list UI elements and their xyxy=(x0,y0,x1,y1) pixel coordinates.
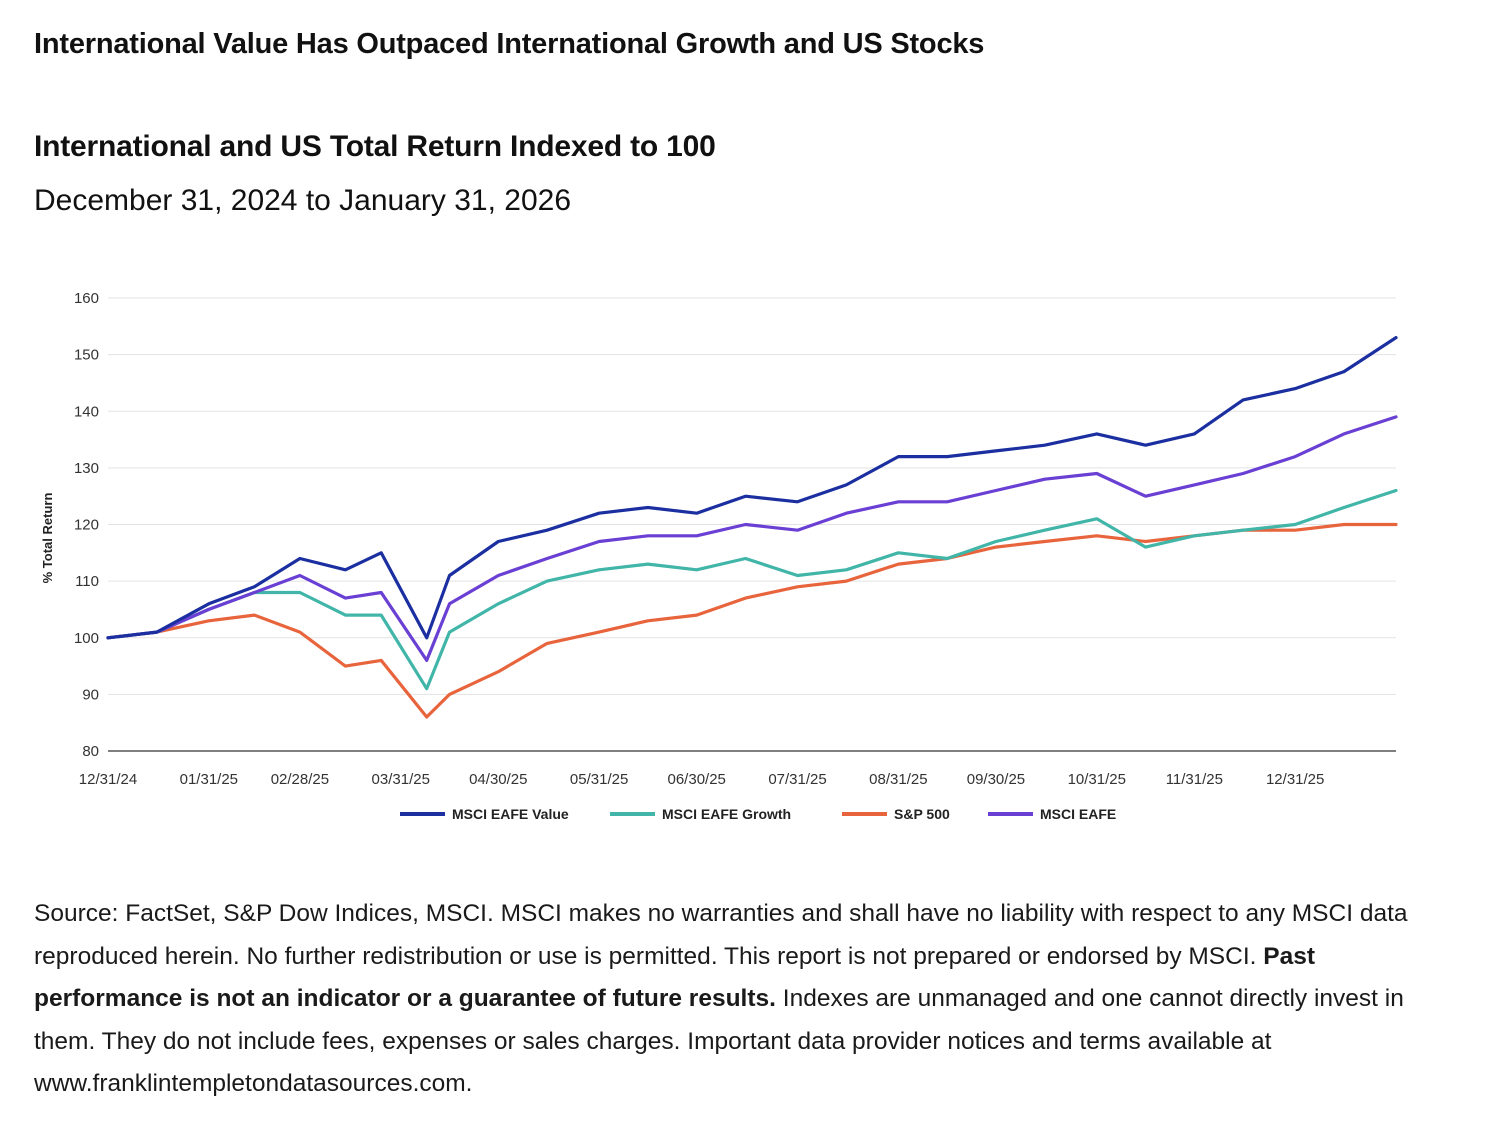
legend-label: S&P 500 xyxy=(894,806,950,822)
x-tick-label: 12/31/25 xyxy=(1266,771,1324,788)
y-tick-labels: 80 90 100 110 120 130 140 150 160 xyxy=(74,290,99,760)
x-tick-label: 06/30/25 xyxy=(668,771,726,788)
x-tick-label: 05/31/25 xyxy=(570,771,628,788)
series-line-msci-eafe-value xyxy=(106,335,1398,640)
footnote-text-end: Indexes are unmanaged and one cannot dir… xyxy=(34,985,1404,1097)
series-line-msci-eafe xyxy=(106,415,1398,662)
headline: International Value Has Outpaced Interna… xyxy=(34,28,985,60)
y-tick-label: 100 xyxy=(74,630,99,647)
line-chart: 80 90 100 110 120 130 140 150 160 12/31/24 01/31/… xyxy=(40,290,1398,822)
x-tick-label: 12/31/24 xyxy=(79,771,137,788)
x-tick-label: 08/31/25 xyxy=(869,771,927,788)
y-axis-label: % Total Return xyxy=(40,493,55,584)
series-line-msci-eafe-growth xyxy=(106,488,1398,691)
y-tick-label: 140 xyxy=(74,403,99,420)
chart-title: International and US Total Return Indexe… xyxy=(34,130,716,163)
series-lines xyxy=(106,335,1398,719)
source-footnote: Source: FactSet, S&P Dow Indices, MSCI. … xyxy=(34,893,1444,1106)
legend-label: MSCI EAFE Growth xyxy=(662,806,791,822)
y-tick-label: 120 xyxy=(74,517,99,534)
footnote-text: Source: FactSet, S&P Dow Indices, MSCI. … xyxy=(34,900,1408,970)
x-tick-label: 11/31/25 xyxy=(1166,771,1223,788)
footnote-disclaimer: Past performance is not an indicator or … xyxy=(34,942,1316,1013)
legend-label: MSCI EAFE Value xyxy=(452,806,569,822)
x-tick-label: 07/31/25 xyxy=(768,771,826,788)
y-tick-label: 90 xyxy=(82,686,99,703)
y-tick-label: 130 xyxy=(74,460,99,477)
legend: MSCI EAFE Value MSCI EAFE Growth S&P 500 MS… xyxy=(400,806,1116,822)
y-tick-label: 110 xyxy=(75,573,99,590)
chart-subtitle: December 31, 2024 to January 31, 2026 xyxy=(34,184,572,217)
x-tick-label: 09/30/25 xyxy=(967,771,1025,788)
x-tick-label: 03/31/25 xyxy=(372,771,430,788)
y-tick-label: 160 xyxy=(74,290,99,307)
legend-label: MSCI EAFE xyxy=(1040,806,1116,822)
x-tick-labels: 12/31/24 01/31/25 02/28/25 03/31/25 04/30/25… xyxy=(79,771,1325,788)
x-tick-label: 10/31/25 xyxy=(1068,771,1126,788)
x-tick-label: 02/28/25 xyxy=(271,771,329,788)
x-tick-label: 01/31/25 xyxy=(180,771,238,788)
y-tick-label: 80 xyxy=(82,743,99,760)
series-line-s-p-500 xyxy=(106,522,1398,719)
x-tick-label: 04/30/25 xyxy=(469,771,527,788)
y-tick-label: 150 xyxy=(74,347,99,364)
